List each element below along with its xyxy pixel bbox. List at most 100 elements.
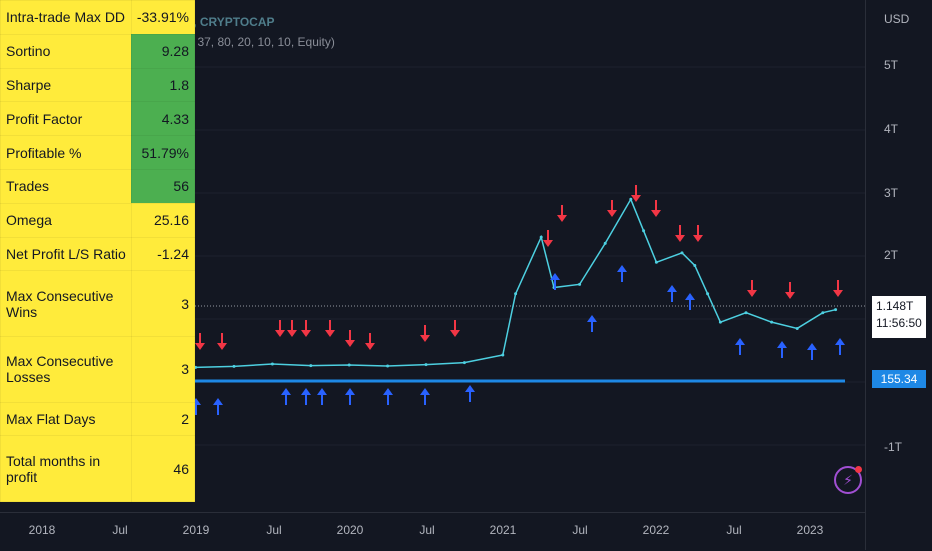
time-tick: Jul xyxy=(726,523,742,537)
time-tick: 2021 xyxy=(489,523,517,537)
price-tick: 2T xyxy=(884,248,899,262)
strategy-stats-table: Intra-trade Max DD -33.91% Sortino 9.28 Shar… xyxy=(0,0,196,502)
buy-arrow-icon xyxy=(667,285,677,302)
time-tick: 2023 xyxy=(796,523,824,537)
buy-arrow-icon xyxy=(807,343,817,360)
time-axis[interactable]: 2018 Jul 2019 Jul 2020 Jul 2021 Jul 2022… xyxy=(0,512,866,551)
time-tick: 2018 xyxy=(28,523,56,537)
stats-value: 2 xyxy=(130,401,196,437)
current-price: 1.148T xyxy=(876,299,914,313)
buy-arrow-icon xyxy=(550,273,560,290)
sell-arrow-icon xyxy=(747,280,757,297)
stats-value: 3 xyxy=(130,270,196,337)
price-point xyxy=(642,229,646,233)
buy-arrow-icon xyxy=(345,388,355,405)
stats-label: Profit Factor xyxy=(0,101,132,137)
stats-row: Omega 25.16 xyxy=(0,202,196,238)
bar-countdown: 11:56:50 xyxy=(876,316,922,330)
buy-arrow-icon xyxy=(617,265,627,282)
time-tick: 2022 xyxy=(642,523,670,537)
price-point xyxy=(834,308,838,312)
stats-value: 4.33 xyxy=(130,101,196,137)
stats-value: 25.16 xyxy=(130,202,196,238)
stats-label: Total months in profit xyxy=(0,435,132,502)
time-tick: Jul xyxy=(112,523,128,537)
sell-arrow-icon xyxy=(450,320,460,337)
stats-value: 3 xyxy=(130,335,196,403)
buy-arrow-icon xyxy=(213,398,223,415)
buy-arrow-icon xyxy=(420,388,430,405)
lightning-icon[interactable]: ⚡ xyxy=(834,466,862,494)
sell-arrow-icon xyxy=(287,320,297,337)
sell-arrow-icon xyxy=(543,230,553,247)
time-tick: 2020 xyxy=(336,523,364,537)
sell-arrow-icon xyxy=(365,333,375,350)
stats-row: Max Consecutive Wins 3 xyxy=(0,270,196,337)
price-point xyxy=(424,363,428,367)
sell-arrow-icon xyxy=(325,320,335,337)
stats-value: 56 xyxy=(130,168,196,204)
equity-price-tag: 155.34 xyxy=(872,370,926,388)
sell-arrow-icon xyxy=(693,225,703,242)
price-tick: 5T xyxy=(884,58,899,72)
price-point xyxy=(270,362,274,366)
price-point xyxy=(821,311,825,315)
time-tick: Jul xyxy=(266,523,282,537)
price-point xyxy=(347,363,351,367)
buy-arrow-icon xyxy=(735,338,745,355)
stats-row: Sharpe 1.8 xyxy=(0,67,196,103)
price-point xyxy=(501,353,505,357)
sell-arrow-icon xyxy=(345,330,355,347)
stats-label: Max Flat Days xyxy=(0,401,132,437)
stats-label: Omega xyxy=(0,202,132,238)
stats-label: Sharpe xyxy=(0,67,132,103)
price-point xyxy=(629,197,633,201)
sell-arrow-icon xyxy=(557,205,567,222)
buy-arrow-icon xyxy=(777,341,787,358)
price-point xyxy=(514,292,518,296)
currency-label: USD xyxy=(884,12,910,26)
price-tick: 3T xyxy=(884,186,899,200)
price-axis[interactable]: USD 5T 4T 3T 2T -1T 1.148T 11:56:50 155.… xyxy=(865,0,932,550)
buy-arrow-icon xyxy=(685,293,695,310)
sell-arrow-icon xyxy=(833,280,843,297)
price-point xyxy=(770,320,774,324)
stats-label: Trades xyxy=(0,168,132,204)
price-point xyxy=(706,292,710,296)
price-line xyxy=(41,197,836,369)
price-point xyxy=(309,364,313,368)
buy-arrow-icon xyxy=(587,315,597,332)
sell-arrow-icon xyxy=(651,200,661,217)
sell-arrow-icon xyxy=(631,185,641,202)
time-tick: Jul xyxy=(419,523,435,537)
price-point xyxy=(744,311,748,315)
time-tick: 2019 xyxy=(182,523,210,537)
sell-arrow-icon xyxy=(275,320,285,337)
stats-value: -33.91% xyxy=(130,0,196,35)
stats-label: Max Consecutive Wins xyxy=(0,270,132,337)
price-point xyxy=(578,282,582,286)
stats-row: Max Consecutive Losses 3 xyxy=(0,335,196,403)
stats-label: Profitable % xyxy=(0,135,132,170)
price-point xyxy=(603,241,607,245)
current-price-tag: 1.148T 11:56:50 xyxy=(872,296,926,338)
sell-arrow-icon xyxy=(195,333,205,350)
price-tick: 4T xyxy=(884,122,899,136)
stats-row: Sortino 9.28 xyxy=(0,33,196,69)
buy-arrow-icon xyxy=(465,385,475,402)
buy-arrow-icon xyxy=(301,388,311,405)
stats-row: Total months in profit 46 xyxy=(0,435,196,502)
buy-arrow-icon xyxy=(835,338,845,355)
stats-row: Profitable % 51.79% xyxy=(0,135,196,170)
stats-label: Intra-trade Max DD xyxy=(0,0,132,35)
price-point xyxy=(718,320,722,324)
price-point xyxy=(386,364,390,368)
sell-arrow-icon xyxy=(675,225,685,242)
sell-arrow-icon xyxy=(785,282,795,299)
price-point xyxy=(693,263,697,267)
stats-label: Net Profit L/S Ratio xyxy=(0,236,132,272)
stats-value: -1.24 xyxy=(130,236,196,272)
price-tick: -1T xyxy=(884,440,902,454)
stats-row: Profit Factor 4.33 xyxy=(0,101,196,137)
buy-arrow-icon xyxy=(317,388,327,405)
